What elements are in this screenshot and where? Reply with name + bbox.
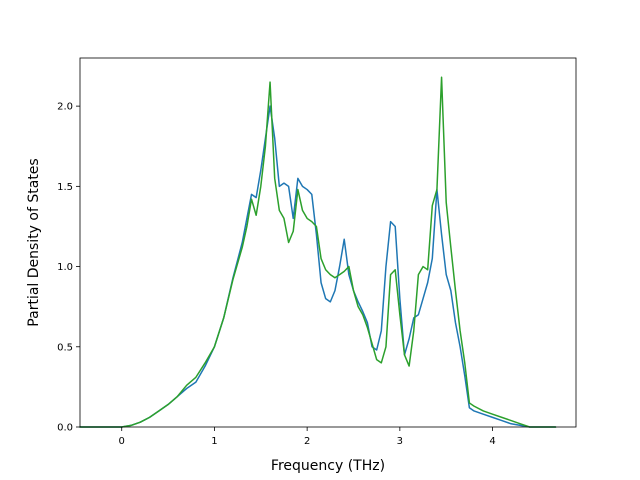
axes-frame <box>79 57 577 428</box>
x-tick-label: 1 <box>211 436 217 447</box>
y-tick-label: 2.0 <box>57 102 73 113</box>
x-tick-label: 3 <box>397 436 403 447</box>
y-tick-label: 1.5 <box>57 182 73 193</box>
y-tick-label: 1.0 <box>57 262 73 273</box>
plot-lines <box>79 76 557 428</box>
x-tick-label: 2 <box>304 436 310 447</box>
y-tick-label: 0.5 <box>57 342 73 353</box>
x-tick-label: 4 <box>489 436 495 447</box>
y-axis-ticks: 0.0 0.5 1.0 1.5 2.0 <box>57 102 80 434</box>
y-axis-label: Partial Density of States <box>26 158 42 326</box>
x-tick-label: 0 <box>119 436 125 447</box>
x-axis-label: Frequency (THz) <box>271 458 385 474</box>
y-tick-label: 0.0 <box>57 423 73 434</box>
x-axis-ticks: 0 1 2 3 4 <box>119 427 496 447</box>
series-line-1 <box>79 76 557 428</box>
